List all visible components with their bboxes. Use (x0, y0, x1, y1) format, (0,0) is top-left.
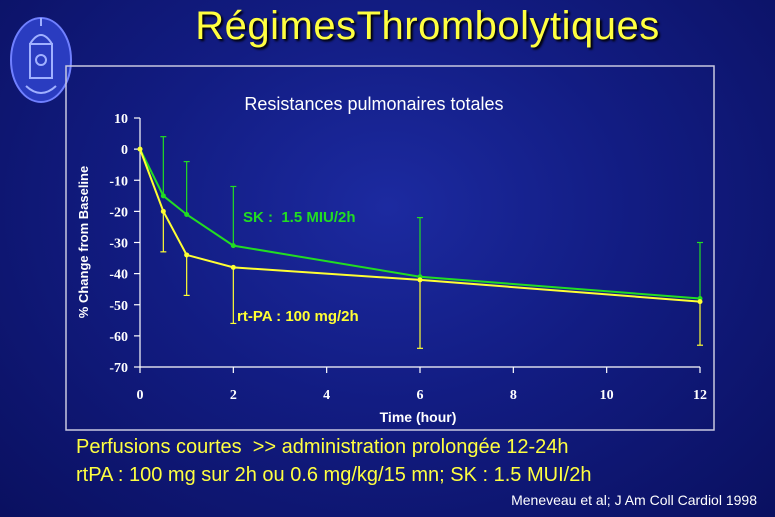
data-point-rtpa (184, 252, 190, 258)
data-point-sk (230, 243, 236, 249)
data-point-rtpa (137, 146, 143, 152)
y-tick-label: 0 (121, 143, 128, 158)
y-tick-label: -50 (109, 299, 128, 314)
chart-title: Resistances pulmonaires totales (244, 94, 503, 114)
series-line-rtpa (139, 148, 701, 303)
slide-title: RégimesThrombolytiques (195, 4, 660, 48)
chart-frame (65, 65, 715, 431)
x-axis-label: Time (hour) (380, 409, 457, 425)
data-point-sk (184, 211, 190, 217)
x-tick-label: 10 (600, 388, 614, 403)
data-point-rtpa (417, 277, 423, 283)
x-tick-label: 8 (510, 388, 517, 403)
footer-line-1: Perfusions courtes >> administration pro… (76, 436, 569, 458)
data-point-rtpa (160, 208, 166, 214)
y-tick-label: -10 (109, 174, 128, 189)
citation: Meneveau et al; J Am Coll Cardiol 1998 (511, 492, 757, 508)
series-line-sk (139, 148, 701, 300)
x-tick-label: 12 (693, 388, 707, 403)
y-tick-label: 10 (114, 112, 128, 127)
series-label-sk: SK : 1.5 MIU/2h (243, 209, 356, 226)
footer-line-2: rtPA : 100 mg sur 2h ou 0.6 mg/kg/15 mn;… (76, 464, 592, 486)
x-tick-label: 6 (417, 388, 424, 403)
series-label-rtpa: rt-PA : 100 mg/2h (237, 308, 359, 325)
data-point-rtpa (230, 264, 236, 270)
x-tick-label: 2 (230, 388, 237, 403)
y-axis-label: % Change from Baseline (76, 166, 91, 318)
y-tick-label: -20 (109, 205, 128, 220)
data-point-sk (160, 193, 166, 199)
data-point-rtpa (697, 299, 703, 305)
institution-logo-icon (10, 17, 72, 103)
y-tick-label: -60 (109, 330, 128, 345)
x-tick-label: 4 (323, 388, 330, 403)
y-tick-label: -30 (109, 237, 128, 252)
y-tick-label: -40 (109, 268, 128, 283)
x-tick-label: 0 (137, 388, 144, 403)
y-tick-label: -70 (109, 361, 128, 376)
